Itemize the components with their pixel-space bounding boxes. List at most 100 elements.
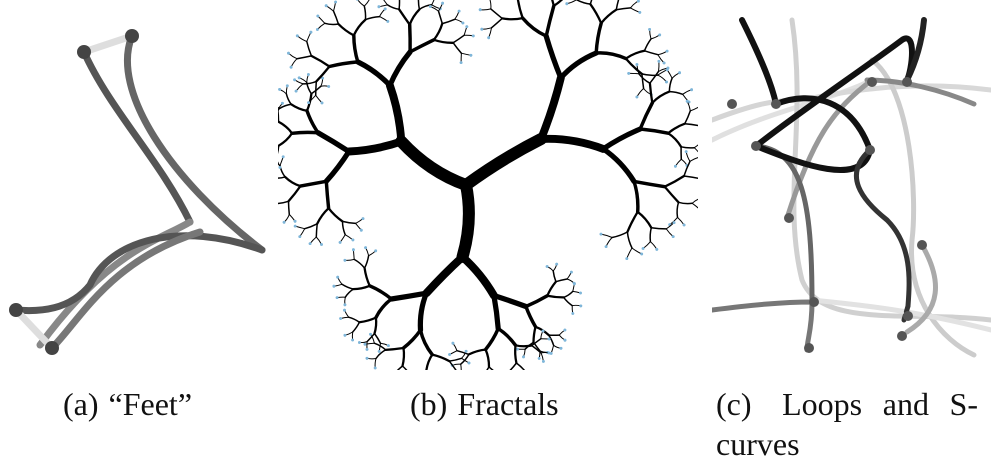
- fractal-tip: [573, 282, 576, 286]
- fractal-branch: [543, 33, 564, 81]
- fractal-branch: [363, 254, 370, 269]
- fractal-branch: [693, 147, 698, 153]
- caption-b: (b) Fractals: [410, 384, 559, 424]
- fractal-tip: [559, 346, 563, 350]
- fractal-tip: [674, 164, 677, 168]
- fractal-branch: [615, 0, 620, 11]
- fractal-branch: [600, 146, 637, 185]
- fractal-branch: [316, 22, 326, 30]
- fractal-branch: [638, 127, 670, 135]
- fractal-branch: [397, 8, 411, 26]
- fractal-tip: [665, 49, 669, 53]
- fractal-branch: [642, 241, 651, 249]
- fractal-branch: [684, 110, 692, 125]
- caption-c-label: (c): [716, 386, 752, 422]
- fractal-branch: [458, 252, 498, 300]
- fractal-branch: [489, 0, 492, 10]
- fractal-tip: [542, 360, 545, 363]
- fractal-branch: [358, 316, 378, 324]
- fractal-branch: [641, 73, 645, 90]
- fractal-branch: [315, 130, 352, 155]
- fractal-branch: [509, 362, 518, 370]
- fractal-tip: [662, 61, 666, 65]
- control-point: [865, 145, 875, 155]
- fractal-branch: [283, 175, 302, 188]
- fractal-tip: [690, 88, 693, 92]
- fractal-branch: [665, 228, 674, 238]
- fractal-branch: [649, 226, 653, 243]
- fractal-tip: [671, 235, 675, 239]
- fractal-branch: [367, 284, 394, 301]
- upper-curve-1: [80, 48, 194, 226]
- fractal-branch: [689, 157, 698, 162]
- fractal-tip: [457, 9, 461, 13]
- fractal-branch: [516, 0, 524, 20]
- fractal-branch: [496, 326, 518, 348]
- fractal-tip: [541, 329, 545, 333]
- fractal-branch: [460, 133, 547, 191]
- fractal-tip: [282, 220, 286, 224]
- fractal-tip: [635, 95, 639, 99]
- fractal-tip: [316, 28, 319, 31]
- fractal-branch: [467, 348, 487, 356]
- fractal-branch: [296, 35, 308, 42]
- fractal-branch: [323, 148, 352, 184]
- fractal-branch: [589, 2, 603, 25]
- fractal-branch: [552, 270, 557, 283]
- fractal-tip: [638, 11, 642, 14]
- fractal-branch: [373, 316, 378, 335]
- fractal-branch: [364, 342, 375, 345]
- control-point: [897, 331, 907, 341]
- fractal-branch: [347, 316, 361, 323]
- fractal-branch: [278, 200, 290, 205]
- fractal-branch: [315, 223, 318, 238]
- control-point: [751, 141, 761, 151]
- fractal-branch: [514, 344, 533, 348]
- fractal-tip: [537, 357, 541, 360]
- fractal-branch: [287, 184, 302, 203]
- loops-figure: [712, 0, 991, 370]
- fractal-branch: [460, 363, 462, 370]
- fractal-tip: [321, 76, 324, 80]
- fractal-branch: [456, 179, 475, 263]
- fractal-branch: [333, 1, 337, 12]
- fractal-tip: [343, 258, 347, 262]
- fractal-branch: [552, 0, 564, 8]
- fractal-branch: [314, 80, 318, 97]
- fractal-branch: [460, 52, 472, 56]
- feet-figure: [0, 0, 270, 370]
- fractal-branch: [693, 144, 698, 149]
- fractal-tip: [365, 356, 369, 360]
- fractal-branch: [600, 126, 643, 152]
- fractal-branch: [374, 358, 377, 369]
- fractal-tip: [359, 228, 363, 232]
- fractal-branch: [384, 346, 405, 352]
- fractal-tip: [640, 252, 644, 256]
- fractal-tip: [281, 155, 285, 159]
- fractal-tip: [428, 5, 432, 8]
- fractal-branch: [684, 122, 698, 127]
- fractal-branch: [324, 22, 340, 26]
- fractal-branch: [306, 40, 313, 57]
- fractal-tip: [332, 284, 336, 288]
- fractal-branch: [562, 296, 573, 307]
- fractal-tip: [637, 0, 640, 3]
- fractal-branch: [294, 225, 306, 230]
- fractal-tip: [285, 84, 289, 88]
- fractal-branch: [524, 304, 538, 329]
- fractal-tip: [599, 232, 603, 236]
- fractal-tip: [563, 338, 567, 342]
- fractal-tip: [465, 25, 469, 28]
- fractal-tip: [343, 333, 347, 337]
- fractal-branch: [643, 38, 652, 52]
- fractal-tip: [293, 78, 296, 82]
- fractal-tip: [307, 101, 310, 104]
- fractal-tip: [522, 355, 525, 359]
- control-point: [771, 99, 781, 109]
- caption-c-line1: (c) Loops and S-: [716, 386, 978, 422]
- fractal-branch: [626, 247, 633, 260]
- fractal-tip: [682, 223, 686, 227]
- caption-c: (c) Loops and S- curves: [716, 384, 978, 464]
- fractal-branch: [387, 49, 413, 89]
- fractal-tip: [295, 34, 299, 38]
